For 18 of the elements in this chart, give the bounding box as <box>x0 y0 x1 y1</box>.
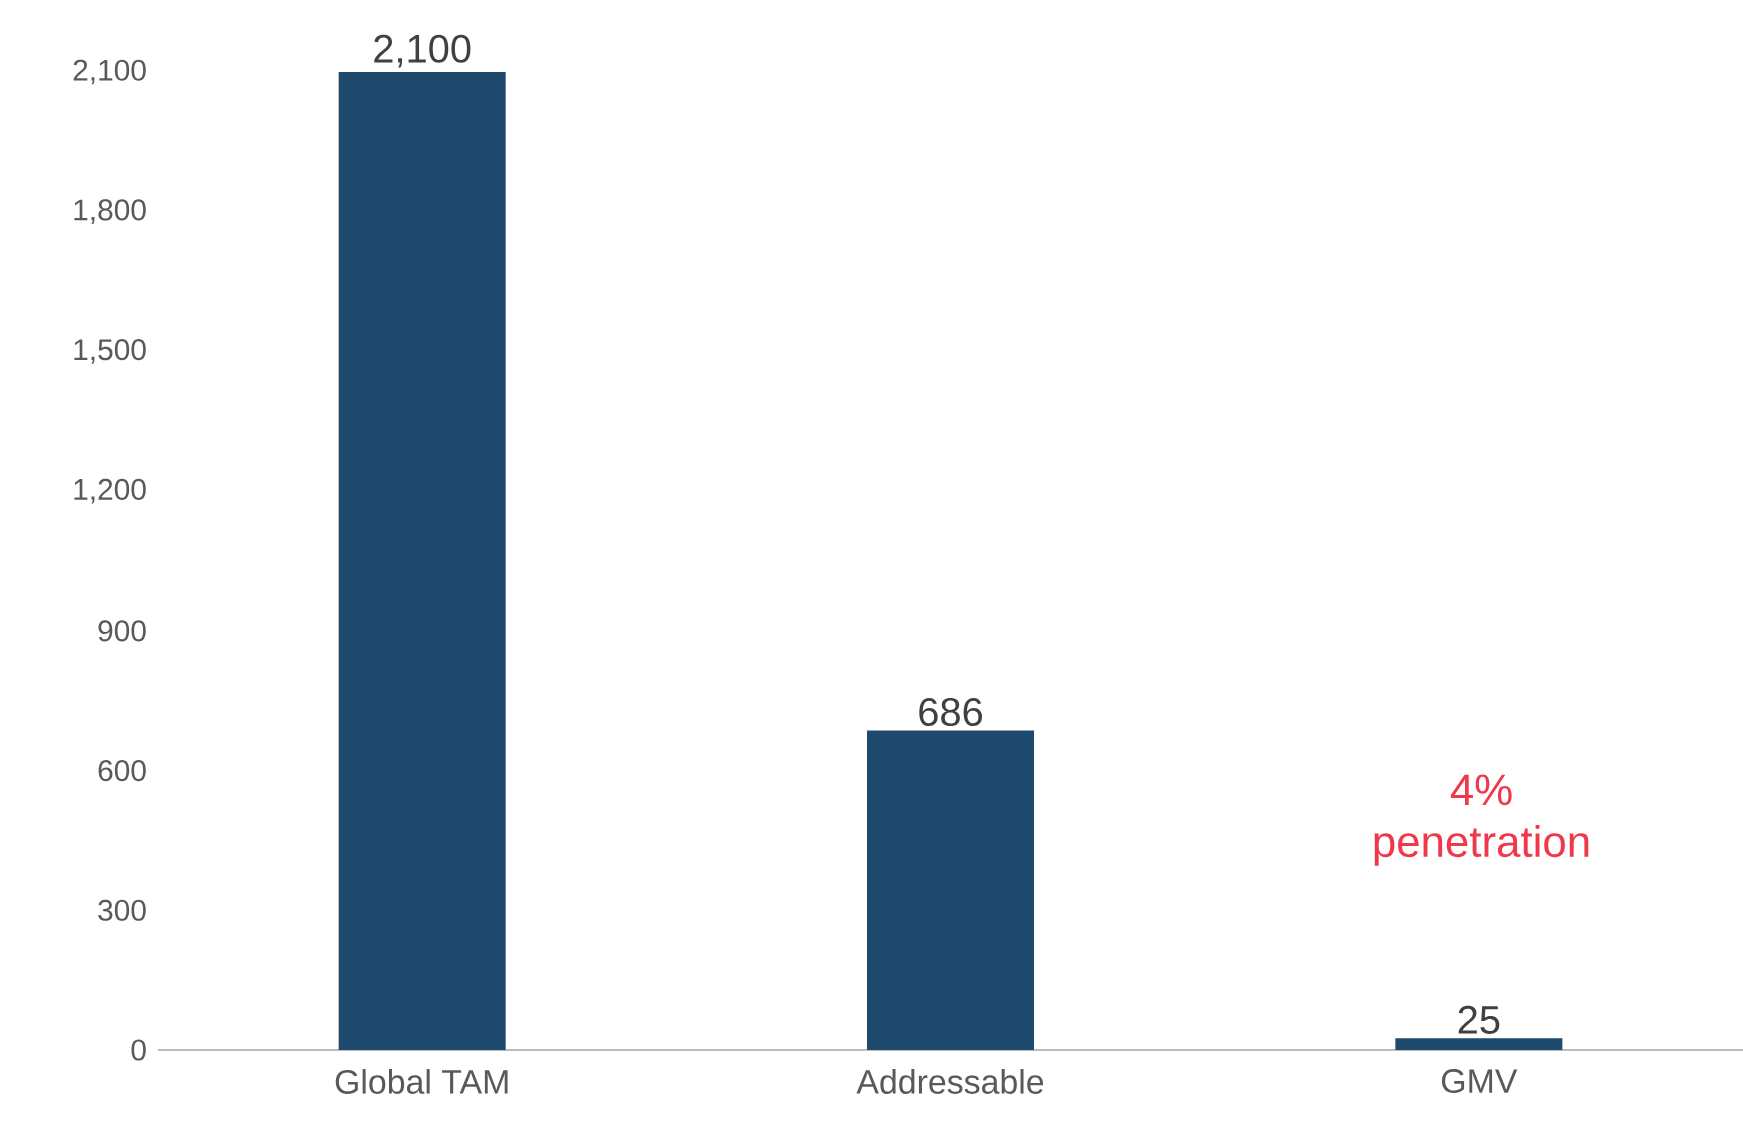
bar <box>867 730 1035 1050</box>
bar <box>1395 1038 1563 1050</box>
y-tick-label: 1,200 <box>74 478 146 504</box>
x-tick-label: Global TAM <box>335 1069 508 1094</box>
data-label: 686 <box>919 697 982 727</box>
y-tick-label: 600 <box>98 759 146 782</box>
bar <box>338 71 506 1050</box>
y-tick-label: 900 <box>98 620 146 642</box>
data-label: 25 <box>1458 1005 1500 1034</box>
y-tick-label: 300 <box>98 899 146 921</box>
data-label: 2,100 <box>374 34 471 68</box>
x-tick-label: GMV <box>1441 1069 1518 1094</box>
y-tick-label: 1,800 <box>74 199 146 225</box>
y-tick-label: 2,100 <box>73 59 146 85</box>
x-tick-label: Addressable <box>856 1069 1044 1094</box>
annotation: 4% penetration <box>1374 774 1589 866</box>
y-tick-label: 1,500 <box>74 339 146 364</box>
y-tick-label: 0 <box>131 1039 146 1061</box>
